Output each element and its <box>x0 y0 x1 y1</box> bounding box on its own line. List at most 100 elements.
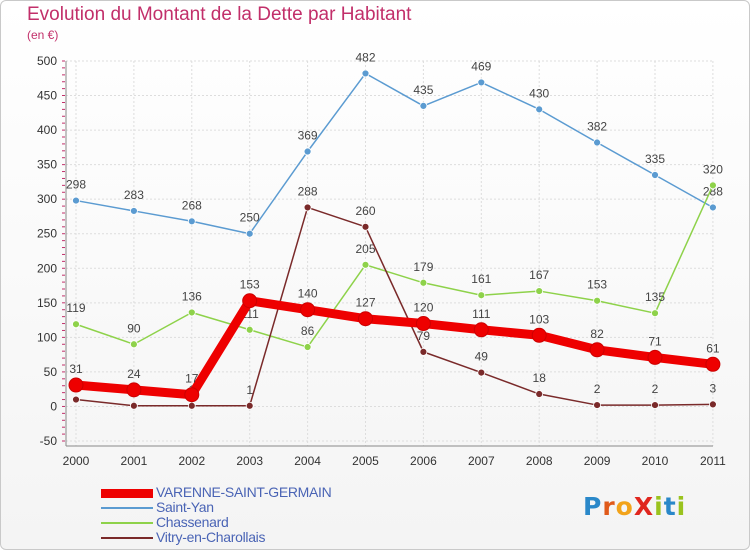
data-label: 320 <box>703 162 723 176</box>
data-point <box>709 203 717 212</box>
x-tick-label: 2002 <box>178 454 205 468</box>
data-point <box>129 340 138 349</box>
data-label: 120 <box>413 301 433 315</box>
data-label: 135 <box>645 290 665 304</box>
x-tick-label: 2010 <box>642 454 669 468</box>
x-tick-label: 2009 <box>584 454 611 468</box>
data-label: 161 <box>471 272 491 286</box>
x-tick-label: 2006 <box>410 454 437 468</box>
data-point <box>129 401 138 410</box>
data-label: 31 <box>69 362 83 376</box>
x-tick-label: 2011 <box>700 454 726 468</box>
data-point <box>358 311 373 327</box>
proxiti-logo: ProXiti <box>583 492 686 521</box>
x-tick-label: 2005 <box>352 454 379 468</box>
data-label: 298 <box>66 178 86 192</box>
x-tick-label: 2007 <box>468 454 495 468</box>
y-tick-label: -50 <box>40 434 58 448</box>
data-label: 153 <box>587 278 607 292</box>
data-label: 382 <box>587 120 607 134</box>
data-point <box>651 401 659 409</box>
data-label: 86 <box>301 324 315 338</box>
data-point <box>477 78 486 87</box>
y-tick-label: 400 <box>37 123 57 137</box>
y-tick-label: 200 <box>37 261 57 275</box>
legend-label: Chassenard <box>156 514 229 530</box>
data-point <box>419 347 428 356</box>
data-label: 90 <box>127 321 141 335</box>
chart-unit-label: (en €) <box>27 28 59 42</box>
data-point <box>129 207 138 215</box>
legend-label: Saint-Yan <box>156 499 214 515</box>
data-point <box>300 302 316 318</box>
data-label: 119 <box>66 301 85 315</box>
data-point <box>477 291 486 300</box>
legend-swatch <box>101 488 153 498</box>
data-point <box>709 181 717 190</box>
logo-letter: i <box>676 492 687 521</box>
logo-letter: i <box>654 492 664 521</box>
data-point <box>535 287 544 295</box>
legend-item: Chassenard <box>101 514 421 531</box>
data-point <box>303 343 312 351</box>
data-label: 179 <box>413 260 433 274</box>
data-label: 260 <box>355 204 375 218</box>
data-point <box>303 147 312 156</box>
y-tick-label: 100 <box>37 330 57 344</box>
data-point <box>245 401 254 410</box>
data-point <box>242 293 258 309</box>
data-label: 2 <box>652 382 659 396</box>
data-label: 369 <box>298 129 318 143</box>
data-point <box>589 342 605 358</box>
data-label: 268 <box>182 198 202 212</box>
data-point <box>651 171 659 179</box>
x-tick-label: 2008 <box>526 454 553 468</box>
chart-legend: VARENNE-SAINT-GERMAIN Saint-Yan Chassenard… <box>101 484 421 546</box>
data-label: 136 <box>182 289 202 303</box>
data-label: 167 <box>529 268 549 282</box>
data-label: 18 <box>533 371 547 385</box>
legend-label: Vitry-en-Charollais <box>156 529 266 545</box>
legend-swatch <box>101 522 153 524</box>
x-tick-label: 2000 <box>63 454 90 468</box>
logo-letter: o <box>615 492 634 521</box>
data-label: 3 <box>710 381 717 395</box>
series-line <box>75 206 714 407</box>
data-point <box>361 260 370 269</box>
data-label: 17 <box>185 372 199 386</box>
data-point <box>477 368 486 377</box>
data-point <box>419 278 428 287</box>
series-saint-yan: 298 283 268 250 369 482 435 469 430 382 335 288 <box>66 50 723 238</box>
series-vitry-en-charollais: 10111288260794918223 <box>69 184 717 410</box>
x-tick-label: 2001 <box>121 454 148 468</box>
data-label: 250 <box>240 211 260 225</box>
y-tick-label: 500 <box>37 54 57 68</box>
data-point <box>651 309 659 318</box>
data-point <box>68 377 84 393</box>
series-line <box>71 296 718 400</box>
data-label: 103 <box>529 312 549 326</box>
data-point <box>535 390 544 398</box>
data-label: 49 <box>475 350 489 364</box>
x-tick-label: 2004 <box>294 454 321 468</box>
logo-letter: t <box>663 492 677 521</box>
data-point <box>245 229 254 238</box>
data-point <box>126 382 142 398</box>
data-point <box>593 296 601 305</box>
y-tick-label: 50 <box>44 365 58 379</box>
logo-letter: r <box>602 492 616 521</box>
data-point <box>361 222 370 231</box>
data-point <box>303 203 312 212</box>
data-label: 127 <box>355 296 375 310</box>
data-point <box>709 400 717 409</box>
legend-item: VARENNE-SAINT-GERMAIN <box>101 484 421 501</box>
legend-item: Saint-Yan <box>101 499 421 516</box>
data-label: 24 <box>127 367 141 381</box>
data-label: 79 <box>417 329 431 343</box>
data-label: 140 <box>298 287 318 301</box>
data-point <box>535 105 544 114</box>
legend-swatch <box>101 537 153 539</box>
data-label: 430 <box>529 86 549 100</box>
data-label: 153 <box>240 278 260 292</box>
